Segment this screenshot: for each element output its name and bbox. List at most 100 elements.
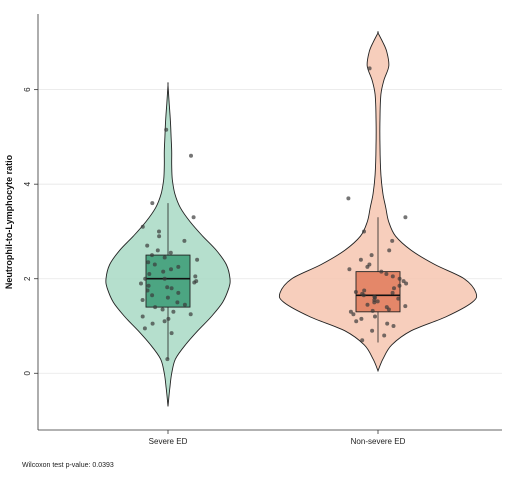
data-point [191,215,196,220]
data-point [143,276,148,281]
y-tick-label: 6 [23,87,32,92]
data-point [182,238,187,243]
data-point [160,307,165,312]
data-point [397,283,402,288]
data-point [162,319,167,324]
data-point [139,281,143,286]
data-point [165,357,170,362]
data-point [147,272,152,276]
data-point [375,299,380,304]
data-point [165,285,170,290]
data-point [157,229,161,234]
data-point [347,267,352,272]
data-point [169,267,173,272]
data-point [171,309,176,314]
data-point [169,331,174,336]
axes [37,14,502,431]
data-point [161,269,166,274]
violin-group-0 [105,82,231,407]
data-point [145,288,150,293]
data-point [370,308,375,313]
data-point [164,127,169,132]
data-point [155,248,160,253]
data-point [150,253,154,258]
data-point [146,260,151,265]
data-point [384,305,389,310]
data-point [362,229,366,234]
data-point [360,338,365,343]
data-point [403,304,408,309]
data-point [150,321,155,326]
data-point [182,302,187,307]
data-point [369,253,374,258]
y-tick-label: 4 [23,181,32,186]
x-tick-label: Severe ED [149,437,188,446]
data-point [385,321,390,326]
x-tick-label: Non-severe ED [351,437,406,446]
violins [105,31,478,407]
data-point [157,234,162,239]
data-point [403,215,408,220]
data-point [142,326,147,331]
data-point [348,309,353,314]
data-point [360,291,365,296]
data-point [162,255,167,260]
data-point [351,312,356,317]
data-point [359,316,364,321]
data-point [176,290,181,295]
data-point [387,248,392,253]
data-point [169,286,174,291]
data-point [168,250,173,255]
data-point [140,314,145,319]
data-point [175,300,180,305]
data-point [390,274,395,279]
data-point [384,272,389,276]
data-point [152,262,157,267]
data-point [367,66,372,71]
data-point [194,279,199,284]
violin-group-1 [278,31,478,373]
data-point [140,224,145,229]
data-point [404,281,409,286]
data-point [150,201,155,206]
y-tick-label: 0 [23,370,32,375]
data-point [140,298,145,302]
data-point [195,257,200,262]
data-point [162,276,167,281]
data-point [176,264,181,269]
y-tick-label: 2 [23,276,32,281]
data-point [365,302,370,307]
data-point [354,319,359,324]
data-point [372,294,377,299]
data-point [370,328,375,333]
data-point [390,290,395,295]
data-point [346,196,351,201]
data-point [146,283,151,288]
data-point [373,314,377,319]
y-axis-title: Neutrophil-to-Lymphocyte ratio [4,154,14,289]
data-point [150,293,155,298]
data-point [145,243,150,248]
data-point [188,312,193,317]
data-point [362,288,367,293]
data-point [396,296,401,301]
data-point [401,279,406,284]
data-point [391,324,396,328]
data-point [397,276,402,281]
data-point [390,238,395,243]
tick-labels: 0 2 4 6 Severe ED Non-severe ED [23,87,406,446]
data-point [367,262,372,267]
violin-body [278,31,478,373]
data-point [165,295,170,300]
statistical-test-note: Wilcoxon test p-value: 0.0393 [22,462,114,469]
data-point [189,153,193,158]
data-point [382,333,387,338]
data-point [153,305,158,310]
data-point [193,274,198,279]
data-point [358,257,363,262]
data-point [379,269,384,274]
data-point [353,290,358,294]
